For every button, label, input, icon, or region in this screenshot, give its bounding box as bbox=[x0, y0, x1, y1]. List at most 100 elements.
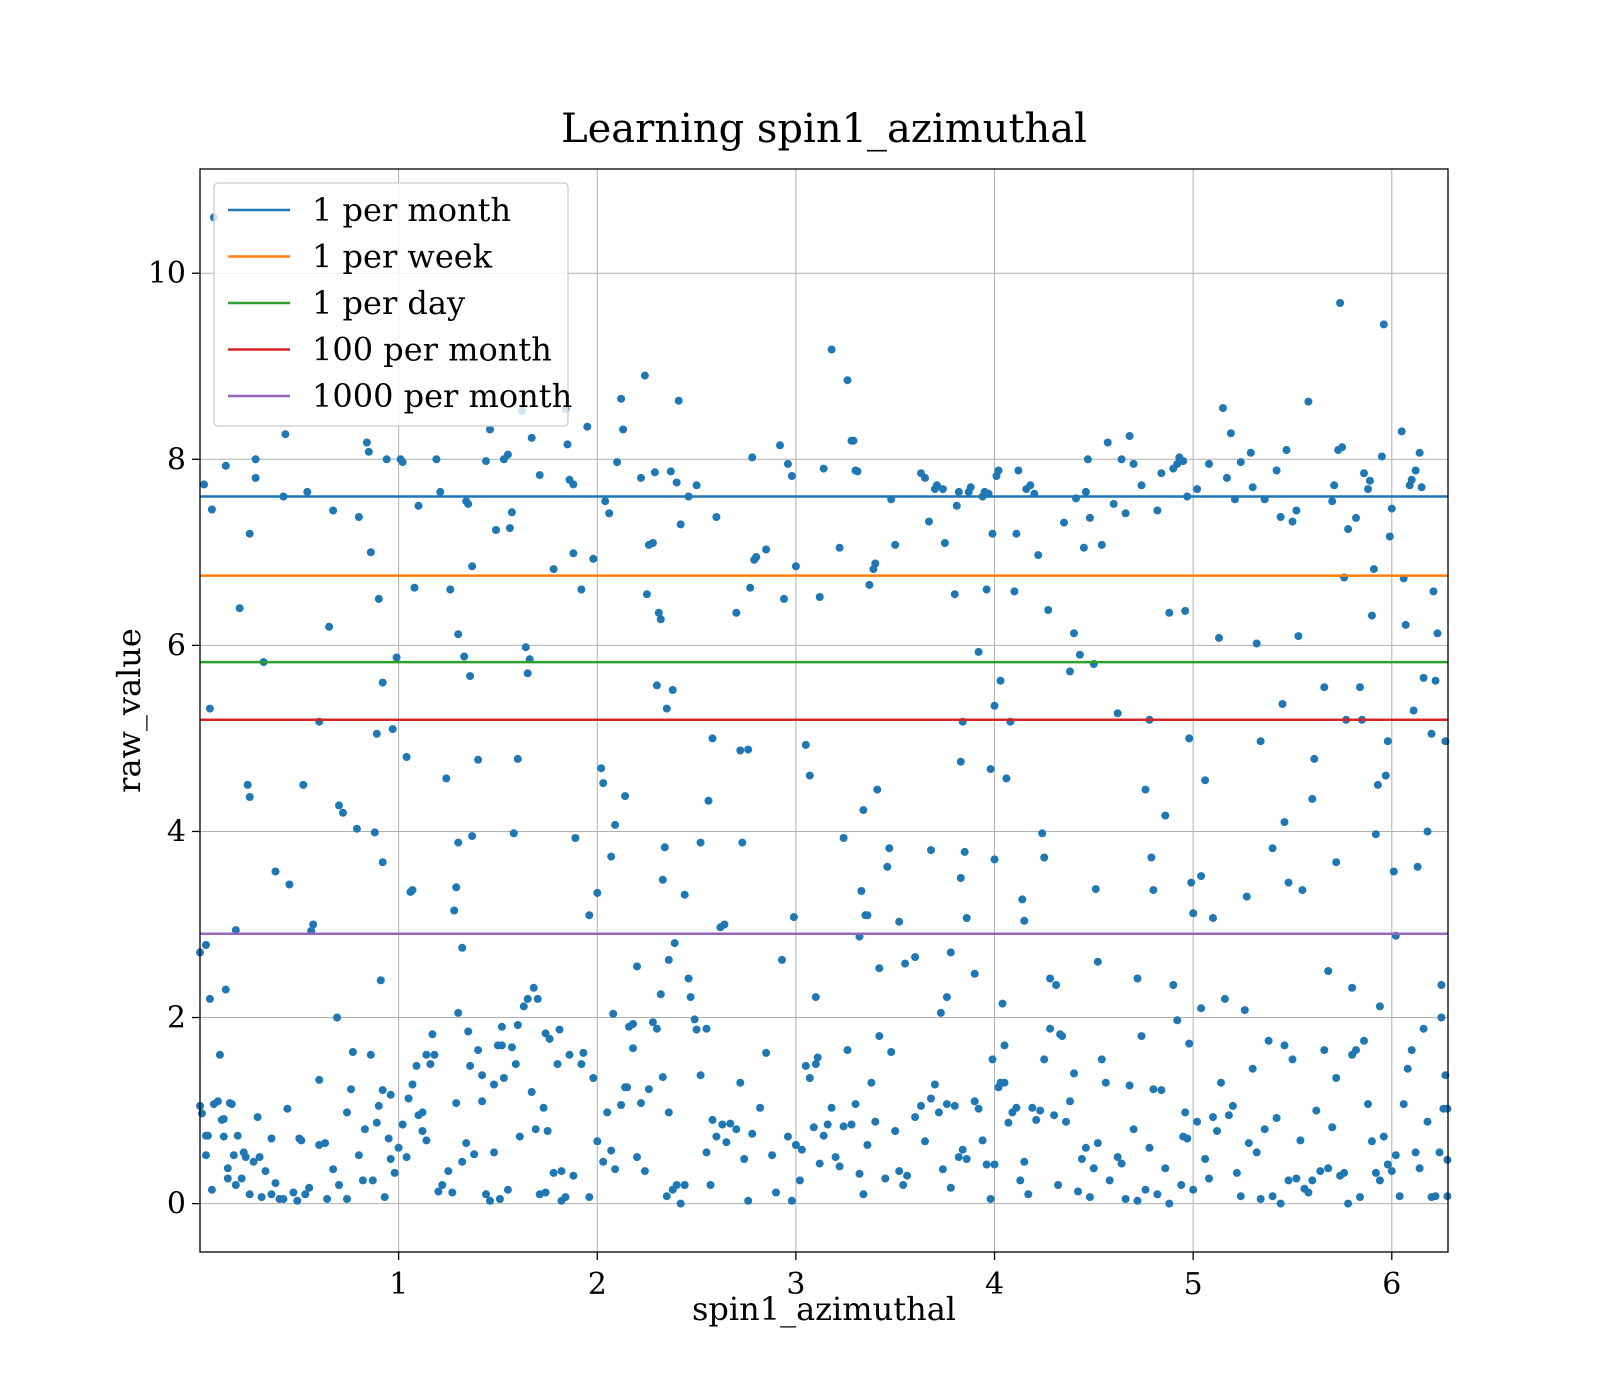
data-point bbox=[680, 890, 689, 899]
data-point bbox=[515, 1132, 524, 1141]
data-point bbox=[513, 1021, 522, 1029]
data-point bbox=[325, 622, 334, 631]
data-point bbox=[970, 1097, 979, 1106]
data-point bbox=[1417, 483, 1426, 492]
data-point bbox=[305, 1183, 314, 1192]
data-point bbox=[927, 1094, 935, 1103]
data-point bbox=[1113, 709, 1122, 718]
data-point bbox=[478, 1071, 487, 1080]
data-point bbox=[851, 1100, 860, 1109]
data-point bbox=[418, 1127, 427, 1135]
data-point bbox=[388, 725, 397, 734]
data-point bbox=[253, 1113, 262, 1122]
data-point bbox=[217, 1115, 226, 1124]
data-point bbox=[593, 888, 602, 897]
data-point bbox=[664, 1108, 673, 1117]
data-point bbox=[875, 964, 884, 973]
data-point bbox=[1284, 878, 1293, 887]
data-point bbox=[261, 1167, 270, 1176]
data-point bbox=[535, 1190, 544, 1199]
data-point bbox=[1383, 1160, 1392, 1169]
data-point bbox=[756, 1103, 765, 1112]
data-point bbox=[376, 976, 385, 985]
data-point bbox=[1236, 1192, 1245, 1201]
data-point bbox=[748, 453, 757, 462]
data-point bbox=[1397, 427, 1406, 436]
data-point bbox=[839, 1122, 848, 1131]
data-point bbox=[257, 1193, 266, 1202]
data-point bbox=[200, 480, 208, 489]
data-point bbox=[1097, 540, 1106, 549]
data-point bbox=[801, 740, 810, 749]
data-point bbox=[329, 506, 338, 515]
data-point bbox=[857, 887, 866, 895]
data-point bbox=[1222, 473, 1231, 482]
data-point bbox=[490, 1148, 498, 1157]
data-point bbox=[1383, 737, 1392, 746]
data-point bbox=[843, 376, 852, 385]
data-point bbox=[648, 1018, 657, 1027]
data-point bbox=[486, 425, 494, 434]
data-point bbox=[1356, 1193, 1364, 1202]
data-point bbox=[279, 1195, 288, 1203]
data-point bbox=[797, 1145, 806, 1154]
data-point bbox=[1415, 448, 1424, 457]
data-point bbox=[680, 1181, 689, 1189]
data-point bbox=[670, 939, 679, 948]
data-point bbox=[271, 867, 280, 876]
data-point bbox=[891, 1127, 900, 1135]
data-point bbox=[283, 1104, 292, 1113]
data-point bbox=[1407, 475, 1416, 484]
data-point bbox=[1179, 457, 1188, 466]
data-point bbox=[458, 1157, 467, 1166]
data-point bbox=[746, 583, 755, 592]
data-point bbox=[899, 1181, 908, 1189]
data-point bbox=[422, 1136, 431, 1145]
data-point bbox=[1137, 1032, 1146, 1041]
data-point bbox=[772, 1188, 780, 1197]
data-point bbox=[1403, 1064, 1412, 1073]
data-point bbox=[962, 914, 971, 922]
data-point bbox=[1018, 895, 1027, 904]
data-point bbox=[617, 1101, 626, 1109]
data-point bbox=[1189, 909, 1198, 918]
data-point bbox=[921, 473, 929, 482]
data-point bbox=[1137, 481, 1146, 490]
data-point bbox=[569, 549, 578, 558]
data-point bbox=[827, 345, 836, 354]
data-point bbox=[1161, 811, 1170, 820]
data-point bbox=[637, 473, 645, 482]
data-point bbox=[1256, 1195, 1265, 1203]
data-point bbox=[1324, 1164, 1333, 1173]
data-point bbox=[1278, 700, 1287, 708]
data-point bbox=[1435, 1148, 1444, 1157]
data-point bbox=[736, 1078, 745, 1087]
data-point bbox=[1201, 776, 1210, 785]
plot-area-frame bbox=[199, 168, 1449, 1253]
data-point bbox=[974, 647, 983, 656]
data-point bbox=[285, 880, 294, 889]
data-point bbox=[1419, 673, 1428, 682]
data-point bbox=[1411, 466, 1420, 475]
data-point bbox=[490, 1080, 498, 1089]
data-point bbox=[372, 1118, 381, 1127]
data-point bbox=[895, 1167, 904, 1176]
data-point bbox=[672, 478, 681, 487]
data-point bbox=[249, 1157, 258, 1166]
data-point bbox=[1147, 853, 1156, 862]
data-point bbox=[442, 774, 451, 783]
data-point bbox=[1246, 448, 1255, 457]
data-point bbox=[511, 1060, 520, 1069]
data-point bbox=[930, 1080, 939, 1089]
data-point bbox=[462, 1139, 471, 1148]
data-point bbox=[601, 497, 610, 506]
data-point bbox=[408, 1080, 417, 1089]
data-point bbox=[1252, 1148, 1261, 1157]
data-point bbox=[625, 1022, 633, 1031]
data-point bbox=[956, 874, 965, 882]
data-point bbox=[523, 669, 532, 678]
data-point bbox=[692, 1025, 701, 1034]
data-point bbox=[474, 1046, 483, 1055]
data-point bbox=[1348, 983, 1357, 992]
